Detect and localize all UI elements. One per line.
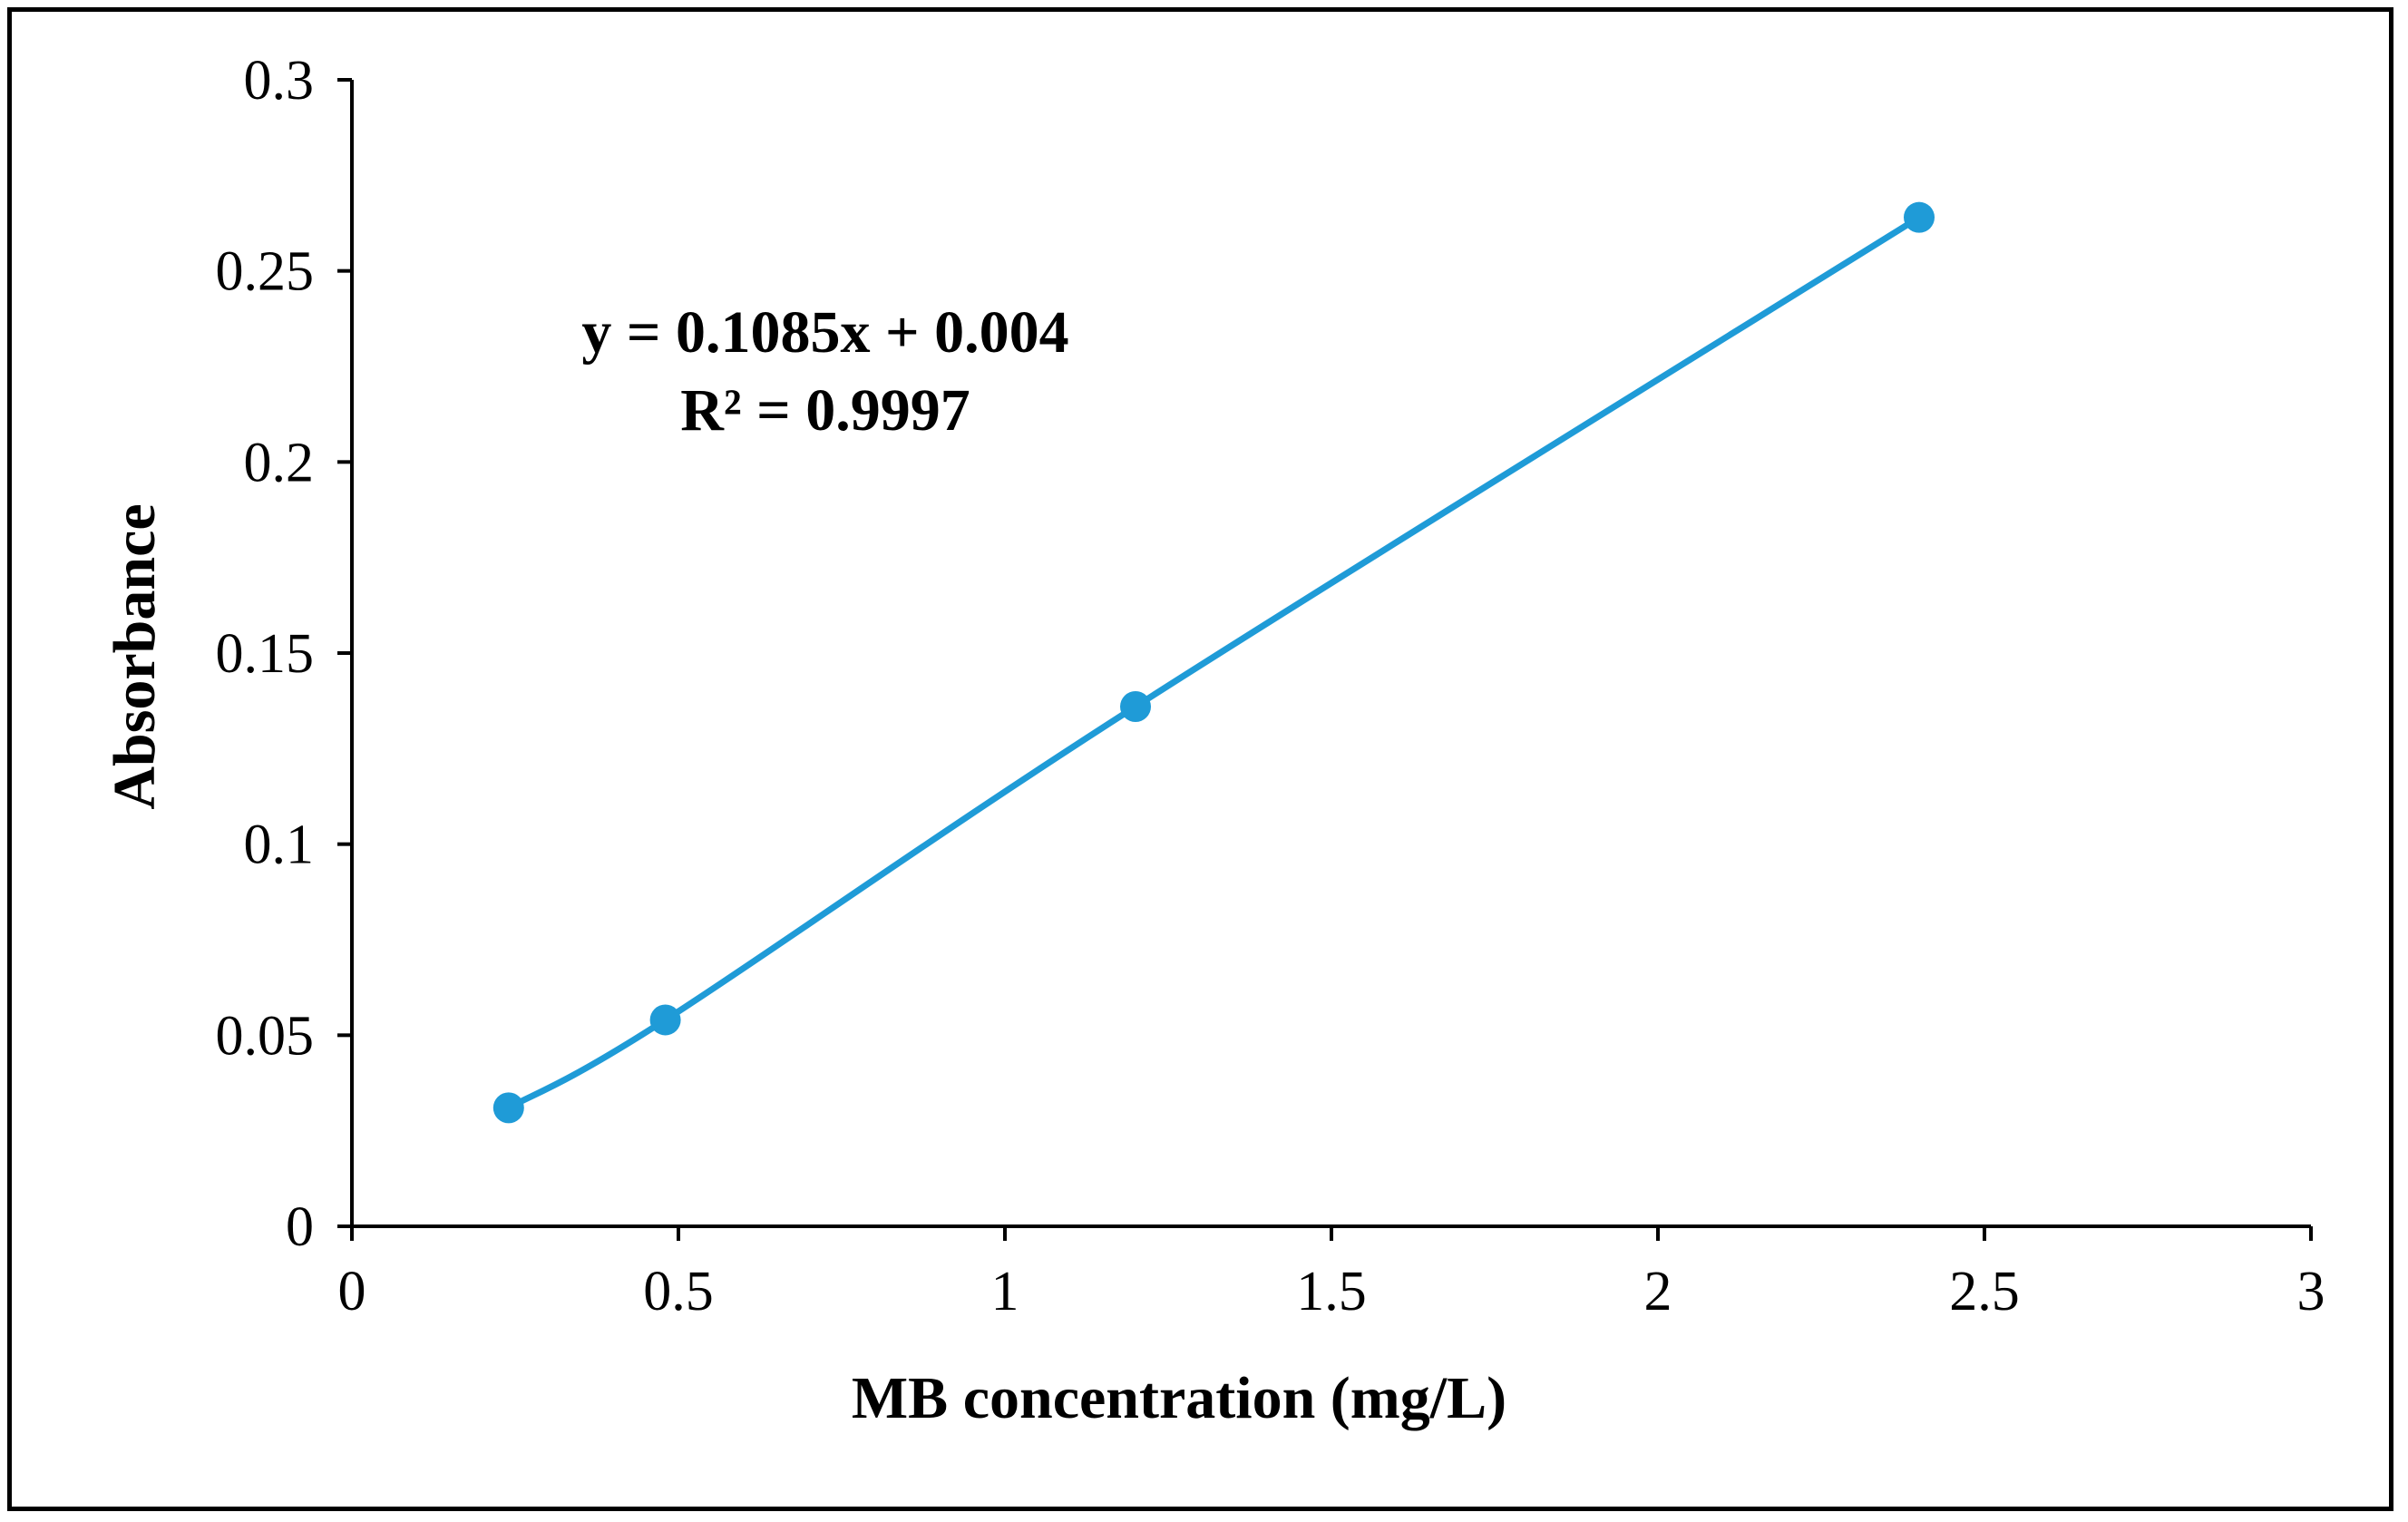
x-axis-title: MB concentration (mg/L)	[852, 1365, 1506, 1431]
data-point	[649, 1004, 681, 1036]
y-tick-label: 0.1	[244, 815, 315, 876]
x-tick-label: 0.5	[643, 1261, 714, 1322]
series	[492, 201, 1935, 1124]
y-tick-label: 0.3	[244, 50, 315, 112]
y-tick-label: 0	[286, 1196, 314, 1258]
x-tick-label: 3	[2297, 1261, 2325, 1322]
y-tick-label: 0.15	[216, 623, 315, 685]
data-point	[492, 1092, 524, 1124]
y-axis-title: Absorbance	[102, 503, 168, 809]
y-tick-label: 0.2	[244, 432, 315, 493]
data-point	[1904, 201, 1935, 233]
axes	[350, 80, 2311, 1228]
x-tick-label: 1	[991, 1261, 1019, 1322]
series-line	[505, 214, 1923, 1111]
trendline-equation: y = 0.1085x + 0.004	[581, 299, 1068, 366]
ticks: 0 0.5 1 1.5 2 2.5 3 0 0.05 0.1 0.15 0.2 0.25 0.3	[216, 50, 2325, 1322]
chart-frame	[7, 7, 2393, 1511]
r-squared-label: R² = 0.9997	[680, 377, 970, 444]
y-tick-label: 0.05	[216, 1005, 315, 1067]
x-tick-label: 2	[1644, 1261, 1672, 1322]
x-tick-label: 0	[338, 1261, 366, 1322]
data-point	[1120, 690, 1151, 722]
y-tick-label: 0.25	[216, 241, 315, 303]
x-tick-label: 1.5	[1296, 1261, 1367, 1322]
x-tick-label: 2.5	[1949, 1261, 2020, 1322]
